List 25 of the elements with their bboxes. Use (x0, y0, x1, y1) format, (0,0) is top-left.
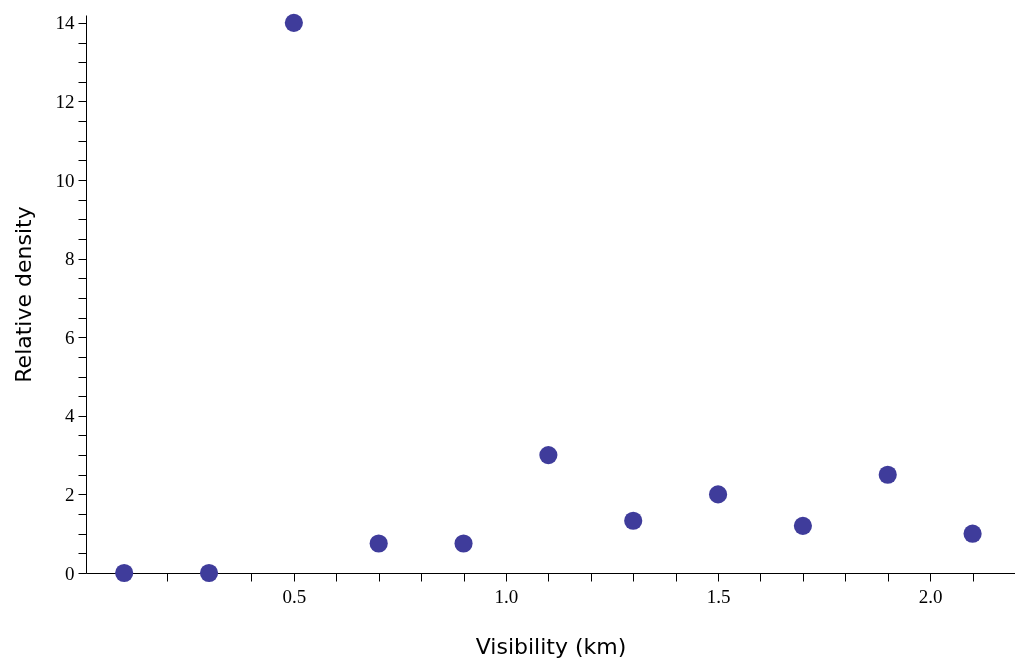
point (454, 534, 473, 553)
point (963, 524, 982, 543)
y-tick-label: 14 (55, 12, 75, 34)
y-tick-label: 6 (65, 326, 75, 348)
y-tick-label: 4 (65, 405, 75, 427)
x-axis-title: Visibility (km) (475, 633, 627, 659)
x-tick-label: 1.0 (494, 585, 519, 607)
point (708, 485, 728, 504)
point (793, 516, 812, 535)
x-tick-label: 1.5 (706, 585, 731, 607)
x-tick-label: 0.5 (282, 585, 307, 607)
point (284, 13, 303, 32)
y-tick-label: 12 (55, 90, 75, 112)
point (115, 563, 134, 583)
point (878, 465, 897, 484)
y-tick-label: 10 (55, 169, 75, 191)
y-tick-label: 2 (65, 483, 75, 505)
point (199, 563, 219, 583)
point (369, 534, 388, 553)
y-axis-title: Relative density (10, 206, 36, 383)
x-tick-label: 2.0 (918, 585, 943, 607)
y-tick-label: 0 (65, 562, 75, 584)
point (624, 511, 643, 530)
y-tick-label: 8 (65, 248, 75, 270)
point (539, 446, 558, 465)
